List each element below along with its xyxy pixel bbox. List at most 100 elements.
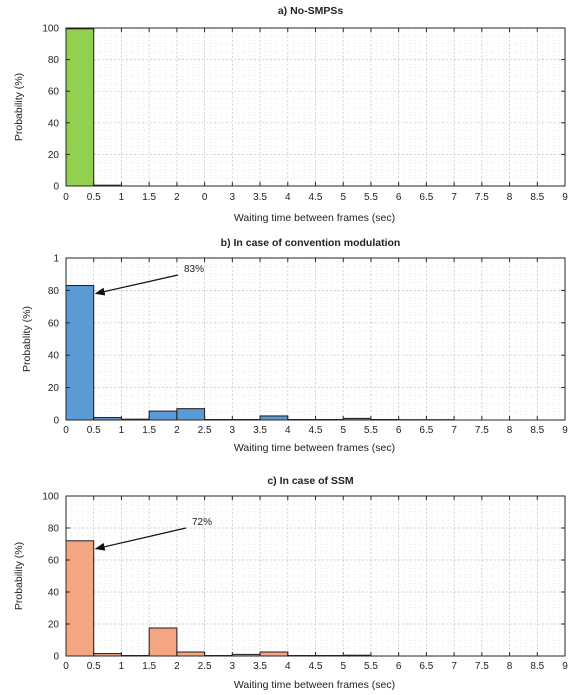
x-tick-label: 3.5 [253,192,267,203]
x-tick-label: 3 [230,425,236,436]
x-tick-label: 7.5 [475,192,489,203]
x-tick-label: 5.5 [364,661,378,672]
x-tick-label: 8 [507,192,513,203]
x-tick-label: 3 [230,192,236,203]
histogram-bar [176,651,206,657]
x-tick-label: 4 [285,661,291,672]
y-axis-label: Probability (%) [13,542,25,610]
x-tick-label: 1 [119,425,125,436]
x-tick-label: 2.5 [198,661,212,672]
y-tick-label: 60 [48,318,60,329]
annotation-label: 72% [192,517,212,528]
histogram-bar [176,408,206,421]
x-tick-label: 6 [396,661,402,672]
x-tick-label: 0.5 [87,661,101,672]
x-tick-label: 0 [202,192,208,203]
histogram-bar [148,410,178,421]
x-tick-label: 8 [507,661,513,672]
y-tick-label: 20 [48,620,60,631]
x-tick-label: 0 [63,425,69,436]
x-tick-label: 4.5 [309,425,323,436]
x-tick-label: 8 [507,425,513,436]
x-tick-label: 4 [285,192,291,203]
y-tick-label: 0 [53,416,59,427]
chart-panel-b: 0 0.5 1 1.5 2 2.5 3 3.5 4 4.5 5 5.5 6 6.5 7 7.5 8 8.5 9 0 20… [21,237,568,454]
chart-title: c) In case of SSM [267,475,354,487]
y-tick-label: 80 [48,524,60,535]
x-tick-label: 2 [174,661,180,672]
x-tick-label: 1.5 [142,661,156,672]
x-tick-label: 8.5 [530,661,544,672]
chart-panel-a: 0 0.5 1 1.5 2 0 3 3.5 4 4.5 5 5.5 6 6.5 7 7.5 8 8.5 902040… [13,5,568,224]
x-tick-label: 6.5 [419,661,433,672]
x-tick-label: 9 [562,661,568,672]
y-axis-label: Probability (%) [13,73,25,141]
x-tick-label: 0.5 [87,425,101,436]
x-tick-label: 1 [119,661,125,672]
x-tick-label: 7 [451,425,457,436]
x-tick-label: 6 [396,192,402,203]
x-tick-label: 3.5 [253,661,267,672]
x-tick-label: 5.5 [364,192,378,203]
x-tick-label: 0 [63,192,69,203]
x-tick-label: 1.5 [142,425,156,436]
histogram-bar [259,415,289,421]
x-tick-label: 6.5 [419,192,433,203]
x-tick-label: 1.5 [142,192,156,203]
y-tick-label: 1 [53,254,59,265]
x-tick-label: 2 [174,425,180,436]
y-tick-label: 60 [48,556,60,567]
y-tick-label: 60 [48,87,60,98]
y-tick-label: 0 [53,652,59,663]
x-tick-label: 8.5 [530,425,544,436]
x-tick-label: 7 [451,661,457,672]
x-tick-label: 9 [562,192,568,203]
x-tick-label: 0.5 [87,192,101,203]
x-axis-label: Waiting time between frames (sec) [234,442,395,454]
x-tick-label: 9 [562,425,568,436]
y-tick-label: 40 [48,118,60,129]
chart-title: a) No-SMPSs [278,5,344,17]
x-tick-label: 8.5 [530,192,544,203]
x-tick-label: 7 [451,192,457,203]
y-tick-label: 80 [48,286,60,297]
y-tick-label: 100 [42,24,59,35]
x-tick-label: 2 [174,192,180,203]
x-tick-label: 6.5 [419,425,433,436]
x-tick-label: 6 [396,425,402,436]
x-tick-label: 4.5 [309,192,323,203]
x-tick-label: 5 [340,661,346,672]
x-tick-label: 1 [119,192,125,203]
y-tick-label: 40 [48,588,60,599]
y-tick-label: 40 [48,351,60,362]
x-tick-label: 4.5 [309,661,323,672]
y-tick-label: 20 [48,150,60,161]
x-tick-label: 4 [285,425,291,436]
x-tick-label: 0 [63,661,69,672]
chart-panel-c: 0 0.5 1 1.5 2 2.5 3 3.5 4 4.5 5 5.5 6 6.5 7 7.5 8 8.5 9 0 20… [13,475,568,691]
x-tick-label: 3.5 [253,425,267,436]
annotation-arrow [94,527,187,551]
y-tick-label: 0 [53,182,59,193]
histogram-bar [148,627,178,657]
annotation-arrow [94,274,179,296]
x-tick-label: 5 [340,192,346,203]
x-axis-label: Waiting time between frames (sec) [234,212,395,224]
y-axis-label: Probablity (%) [21,306,33,372]
y-tick-label: 100 [42,492,59,503]
x-axis-label: Waiting time between frames (sec) [234,679,395,691]
y-tick-label: 20 [48,383,60,394]
annotation-label: 83% [184,264,204,275]
x-tick-label: 7.5 [475,661,489,672]
x-tick-label: 7.5 [475,425,489,436]
histogram-bar [259,651,289,657]
histogram-bar [65,28,95,187]
x-tick-label: 3 [230,661,236,672]
histogram-bar [65,540,95,657]
x-tick-label: 5 [340,425,346,436]
y-tick-label: 80 [48,55,60,66]
histogram-bar [65,285,95,421]
chart-title: b) In case of convention modulation [221,237,401,249]
x-tick-label: 5.5 [364,425,378,436]
